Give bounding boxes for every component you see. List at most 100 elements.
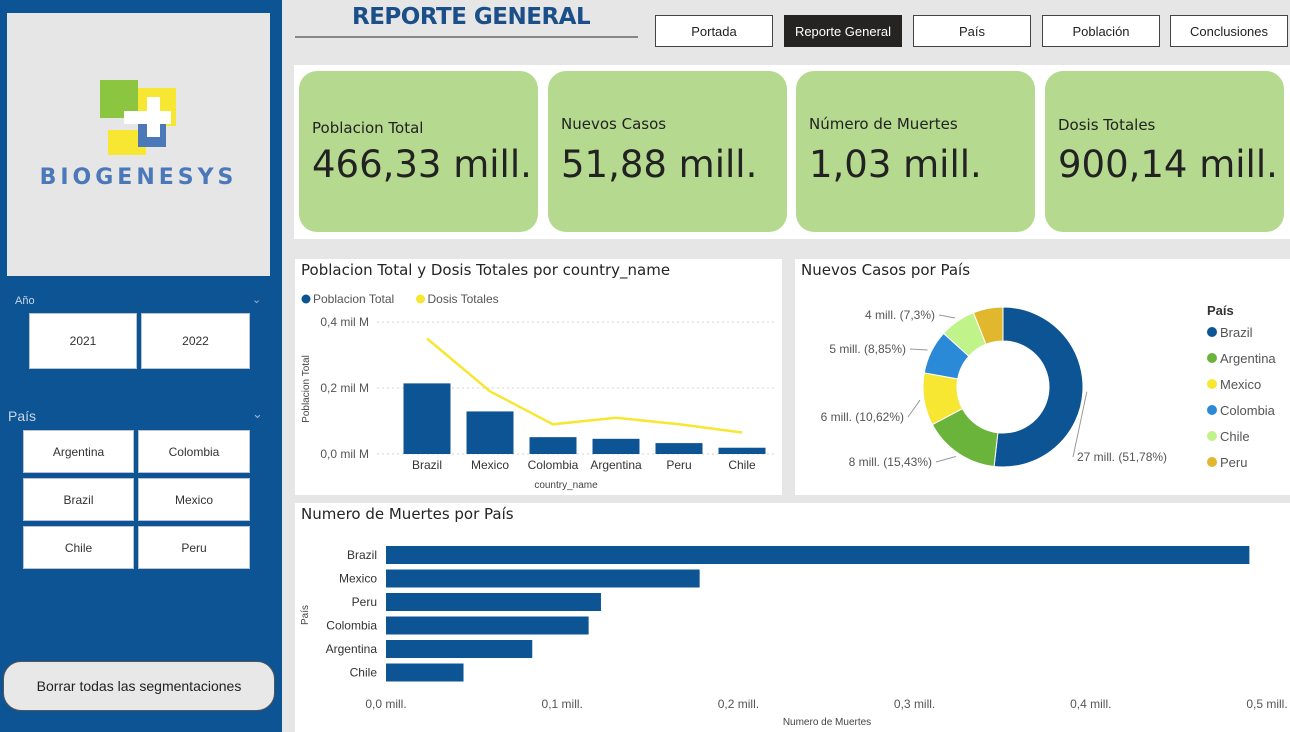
tab-reporte-general[interactable]: Reporte General [784, 15, 902, 47]
x-tick-label: 0,3 mill. [894, 697, 935, 711]
kpi-card-muertes: Número de Muertes 1,03 mill. [796, 71, 1035, 232]
country-option-chile[interactable]: Chile [23, 526, 134, 569]
legend-label: Chile [1220, 429, 1250, 444]
slice-data-label: 6 mill. (10,62%) [821, 410, 904, 424]
slice-data-label: 4 mill. (7,3%) [865, 308, 935, 322]
tab-pais[interactable]: País [913, 15, 1031, 47]
slice-leader-line [907, 399, 921, 418]
slice-brazil [993, 306, 1084, 468]
legend-title: País [1207, 303, 1234, 318]
y-tick-label: Colombia [326, 619, 377, 633]
kpi-label: Dosis Totales [1058, 116, 1156, 134]
chart-title: Nuevos Casos por País [801, 261, 971, 279]
year-slicer-label: Año [15, 295, 35, 307]
legend-marker [1207, 431, 1217, 441]
kpi-value: 1,03 mill. [809, 143, 982, 186]
page-title: REPORTE GENERAL [352, 4, 591, 30]
y-tick-label: 0,2 mil M [320, 381, 369, 395]
sidebar: BIOGENESYS Año ⌄ 2021 2022 País ⌄ Argent… [0, 0, 282, 732]
bar-mexico [466, 411, 514, 454]
year-chevron-down-icon[interactable]: ⌄ [252, 293, 262, 306]
x-tick-label: 0,1 mill. [542, 697, 583, 711]
legend-label: Poblacion Total [313, 292, 394, 306]
x-tick-label: 0,2 mill. [718, 697, 759, 711]
x-tick-label: Brazil [412, 458, 442, 472]
deaths-bar-chart: 0,0 mill. 0,1 mill. 0,2 mill. 0,3 mill. 0,4 … [300, 546, 1288, 728]
y-tick-label: 0,4 mil M [320, 315, 369, 329]
bar-chile [718, 447, 766, 454]
title-underline [295, 36, 638, 38]
y-tick-label: Mexico [339, 572, 377, 586]
bar-argentina [386, 640, 533, 658]
legend-label: Argentina [1220, 351, 1276, 366]
bar-brazil [403, 383, 451, 454]
kpi-card-poblacion: Poblacion Total 466,33 mill. [299, 71, 538, 232]
kpi-value: 466,33 mill. [312, 143, 532, 186]
y-tick-label: Chile [350, 666, 378, 680]
brand-name: BIOGENESYS [39, 165, 238, 190]
bar-colombia [386, 616, 589, 635]
slice-data-label: 5 mill. (8,85%) [829, 342, 906, 356]
legend-marker [1207, 405, 1217, 415]
kpi-card-dosis: Dosis Totales 900,14 mill. [1045, 71, 1284, 232]
biogenesys-logo-icon [100, 80, 176, 155]
x-tick-label: 0,5 mill. [1246, 697, 1287, 711]
x-tick-label: Chile [728, 458, 756, 472]
x-tick-label: Peru [666, 458, 691, 472]
dosis-line [426, 337, 743, 434]
y-axis-label: País [300, 605, 311, 625]
x-tick-label: 0,0 mill. [365, 697, 406, 711]
legend-label: Peru [1220, 455, 1247, 470]
bar-peru [386, 593, 601, 611]
x-tick-label: Colombia [528, 458, 579, 472]
slice-data-label: 8 mill. (15,43%) [849, 455, 932, 469]
tab-portada[interactable]: Portada [655, 15, 773, 47]
tab-poblacion[interactable]: Población [1042, 15, 1160, 47]
slice-leader-line [909, 348, 928, 351]
chart-title: Poblacion Total y Dosis Totales por coun… [301, 261, 671, 279]
donut-chart-panel: Nuevos Casos por País 27 mill. (51,78%) 8… [795, 259, 1290, 495]
chart-title: Numero de Muertes por País [301, 505, 514, 523]
slice-peru [972, 306, 1004, 345]
y-tick-label: Peru [352, 595, 377, 609]
legend-label: Dosis Totales [428, 292, 499, 306]
legend-label: Colombia [1220, 403, 1276, 418]
bar-brazil [386, 546, 1250, 564]
legend-marker [1207, 353, 1217, 363]
kpi-value: 900,14 mill. [1058, 143, 1278, 186]
slice-leader-line [935, 456, 956, 463]
kpi-label: Número de Muertes [809, 115, 958, 133]
country-slicer-label: País [8, 408, 37, 424]
legend-marker [1207, 457, 1217, 467]
slice-leader-line [938, 314, 956, 319]
combo-chart-panel: Poblacion Total y Dosis Totales por coun… [295, 259, 782, 495]
legend-label: Brazil [1220, 325, 1253, 340]
country-option-peru[interactable]: Peru [138, 526, 250, 569]
country-option-argentina[interactable]: Argentina [23, 430, 134, 473]
clear-slicers-button[interactable]: Borrar todas las segmentaciones [3, 661, 275, 711]
kpi-value: 51,88 mill. [561, 143, 758, 186]
bar-argentina [592, 438, 640, 454]
year-option-2022[interactable]: 2022 [141, 313, 250, 369]
x-tick-label: 0,4 mill. [1070, 697, 1111, 711]
deaths-chart-panel: Numero de Muertes por País 0,0 mill. 0,1 … [295, 503, 1290, 732]
x-tick-label: Argentina [590, 458, 642, 472]
x-axis-label: Numero de Muertes [783, 717, 871, 728]
kpi-strip: Poblacion Total 466,33 mill. Nuevos Caso… [294, 65, 1290, 239]
bar-colombia [529, 437, 577, 454]
bar-peru [655, 443, 703, 454]
year-option-2021[interactable]: 2021 [29, 313, 137, 369]
y-tick-label: Argentina [326, 642, 378, 656]
country-option-mexico[interactable]: Mexico [138, 478, 250, 521]
legend-marker [301, 294, 311, 304]
bar-chile [386, 663, 464, 682]
legend-marker [1207, 327, 1217, 337]
country-chevron-down-icon[interactable]: ⌄ [252, 407, 263, 422]
kpi-card-nuevos-casos: Nuevos Casos 51,88 mill. [548, 71, 787, 232]
country-option-colombia[interactable]: Colombia [138, 430, 250, 473]
kpi-label: Nuevos Casos [561, 115, 667, 133]
combo-chart: Poblacion Total Dosis Totales 0,0 mil M 0,2… [301, 292, 775, 491]
tab-conclusiones[interactable]: Conclusiones [1170, 15, 1288, 47]
country-option-brazil[interactable]: Brazil [23, 478, 134, 521]
donut-chart: 27 mill. (51,78%) 8 mill. (15,43%) 6 mill.… [821, 303, 1277, 470]
